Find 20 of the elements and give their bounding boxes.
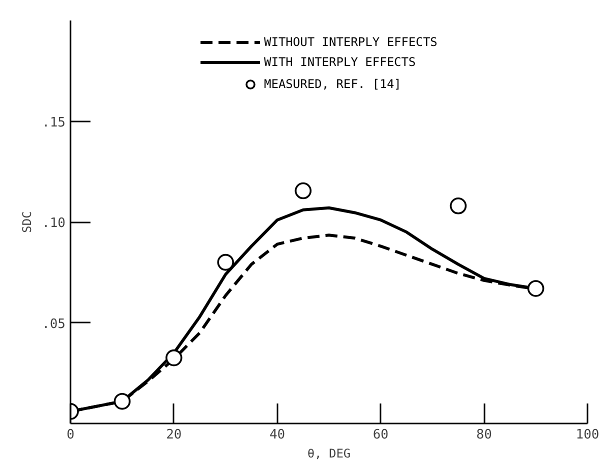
y-tick-label: .15: [42, 115, 66, 130]
x-axis-title: θ, DEG: [307, 446, 351, 460]
point: [450, 197, 467, 214]
x-tick-label: 80: [476, 428, 492, 442]
x-tick-label: 0: [66, 428, 74, 442]
point: [114, 392, 131, 410]
x-tick-label: 40: [269, 428, 286, 442]
legend-label: WITHOUT INTERPLY EFFECTS: [264, 35, 438, 49]
x-tick-label: 20: [166, 428, 182, 442]
y-tick-label: .10: [42, 216, 66, 231]
legend-label: MEASURED, REF. [14]: [264, 77, 402, 91]
point: [217, 254, 234, 271]
point: [166, 349, 182, 366]
legend-label: WITH INTERPLY EFFECTS: [264, 55, 416, 69]
x-tick-label: 60: [372, 428, 389, 442]
point: [294, 182, 312, 200]
point: [527, 280, 544, 297]
x-tick-label: 100: [576, 428, 600, 442]
y-axis-title: SDC: [20, 211, 34, 233]
y-tick-label: .05: [42, 316, 66, 332]
